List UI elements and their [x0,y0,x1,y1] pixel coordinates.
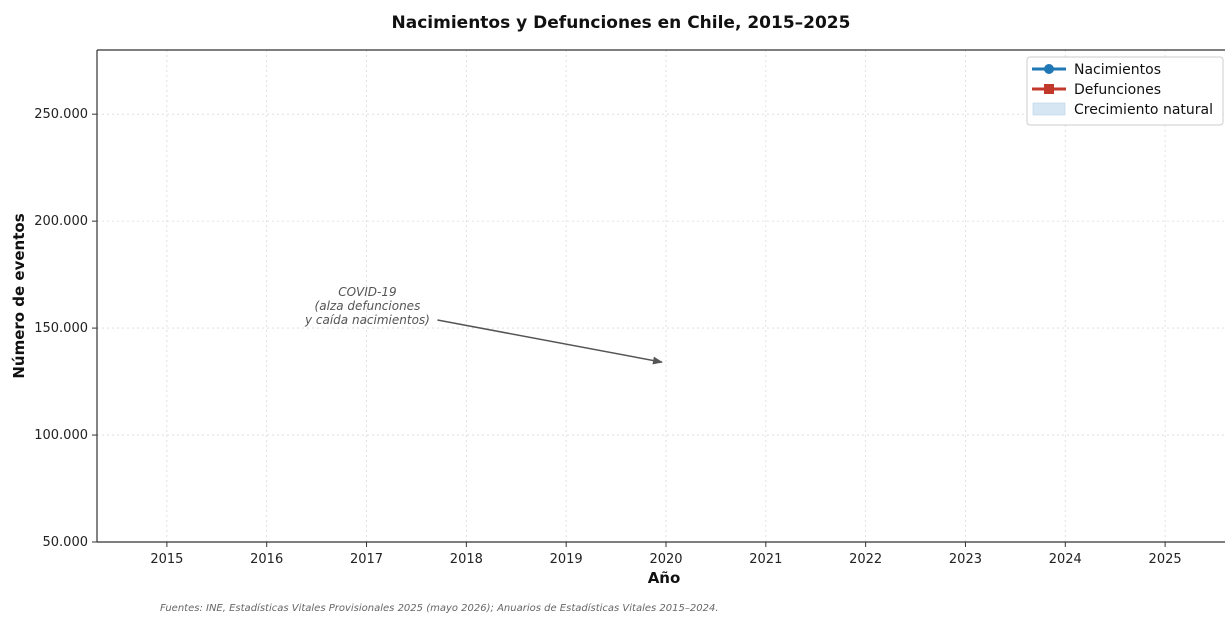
legend-marker-defunciones [1044,84,1054,94]
x-tick-label: 2025 [1149,552,1182,567]
legend: Nacimientos Defunciones Crecimiento natura… [1026,56,1224,126]
y-axis: 50.000 100.000 150.000 200.000 250.000 [34,107,97,550]
y-tick-label: 250.000 [34,107,88,122]
legend-label-defunciones: Defunciones [1074,82,1161,98]
x-tick-label: 2023 [949,552,982,567]
annotation-line: (alza defunciones [315,299,421,313]
x-axis-title: Año [648,569,681,587]
y-tick-label: 100.000 [34,428,88,443]
annotation-line: COVID-19 [338,285,396,299]
x-tick-label: 2024 [1049,552,1082,567]
y-axis-title: Número de eventos [10,213,28,378]
x-tick-label: 2020 [649,552,682,567]
x-tick-label: 2017 [350,552,383,567]
x-tick-label: 2021 [749,552,782,567]
x-tick-label: 2015 [150,552,183,567]
legend-marker-nacimientos [1044,64,1054,74]
y-tick-label: 200.000 [34,214,88,229]
legend-patch-crecimiento [1032,102,1066,116]
source-note: Fuentes: INE, Estadísticas Vitales Provi… [160,602,719,614]
y-tick-label: 50.000 [43,535,89,550]
annotation-line: y caída nacimientos) [304,313,430,327]
y-tick-label: 150.000 [34,321,88,336]
x-tick-label: 2018 [450,552,483,567]
x-axis: 2015 2016 2017 2018 2019 2020 2021 2022 2023 2024… [150,542,1182,567]
plot-frame [96,49,1225,543]
legend-box [1026,56,1224,126]
legend-label-crecimiento: Crecimiento natural [1074,102,1213,118]
annotation-arrow [437,319,663,365]
x-tick-label: 2019 [550,552,583,567]
chart-title: Nacimientos y Defunciones en Chile, 2015… [392,13,851,33]
legend-label-nacimientos: Nacimientos [1074,62,1161,78]
x-tick-label: 2016 [250,552,283,567]
x-tick-label: 2022 [849,552,882,567]
